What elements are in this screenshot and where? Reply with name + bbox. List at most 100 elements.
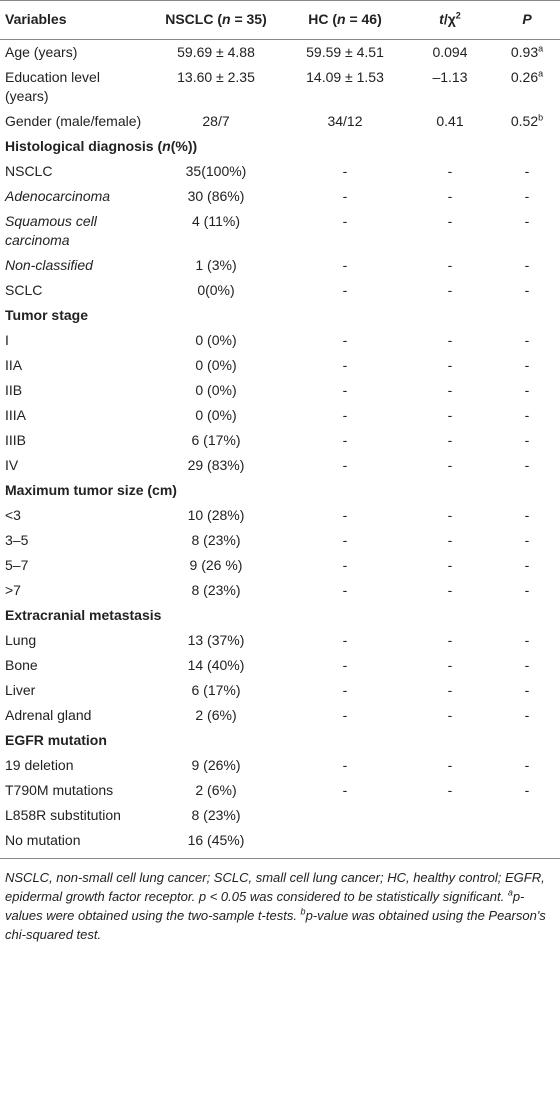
table-cell: 0 (0%) [148, 378, 284, 403]
table-cell: - [406, 428, 494, 453]
table-cell: 0.26a [494, 65, 560, 109]
table-cell: 10 (28%) [148, 503, 284, 528]
cell-text: 8 (23%) [191, 532, 241, 548]
cell-text: - [524, 382, 530, 398]
table-cell: SCLC [0, 278, 148, 303]
cell-text: 0.094 [432, 44, 468, 60]
cell-text: 9 (26%) [191, 757, 241, 773]
table-cell: 9 (26 %) [148, 553, 284, 578]
table-row: Squamous cell carcinoma 4 (11%) - - - [0, 209, 560, 253]
table-row: >7 8 (23%) - - - [0, 578, 560, 603]
cell-text: 2 (6%) [195, 782, 237, 798]
table-row: Non-classified 1 (3%) - - - [0, 253, 560, 278]
table-cell: Adenocarcinoma [0, 184, 148, 209]
cell-text: - [447, 457, 453, 473]
table-row: IIIB 6 (17%) - - - [0, 428, 560, 453]
footnote-text: p-values were obtained using the two-sam… [5, 889, 525, 923]
header-text: 2 [455, 10, 461, 21]
header-text: /χ [443, 11, 456, 27]
header-text: = 46) [345, 11, 382, 27]
cell-text: 59.69 ± 4.88 [177, 44, 255, 60]
cell-text: - [447, 382, 453, 398]
cell-text: Lung [5, 632, 37, 648]
table-cell: - [406, 209, 494, 253]
table-row: Histological diagnosis (n(%)) [0, 134, 560, 159]
cell-text: <3 [5, 507, 21, 523]
cell-text: - [524, 782, 530, 798]
cell-text: - [342, 382, 348, 398]
table-cell [406, 803, 494, 828]
cell-text: - [524, 357, 530, 373]
header-cell: P [494, 0, 560, 40]
cell-text: 14.09 ± 1.53 [306, 69, 384, 85]
table-cell: No mutation [0, 828, 148, 858]
cell-text: - [342, 213, 348, 229]
table-cell: <3 [0, 503, 148, 528]
header-cell: Variables [0, 0, 148, 40]
cell-text: 34/12 [327, 113, 363, 129]
table-cell: - [406, 578, 494, 603]
table-cell [284, 828, 406, 858]
cell-text: 5–7 [5, 557, 29, 573]
cell-text: - [524, 163, 530, 179]
cell-text: - [342, 682, 348, 698]
table-cell: - [494, 578, 560, 603]
table-cell: 4 (11%) [148, 209, 284, 253]
cell-text: - [524, 332, 530, 348]
table-cell: 1 (3%) [148, 253, 284, 278]
cell-text: - [447, 163, 453, 179]
table-cell: - [494, 653, 560, 678]
table-cell: - [494, 328, 560, 353]
table-cell: 34/12 [284, 109, 406, 134]
table-cell: - [406, 703, 494, 728]
table-cell: - [284, 378, 406, 403]
table-cell: - [406, 628, 494, 653]
cell-text: 30 (86%) [187, 188, 245, 204]
table-cell: - [406, 753, 494, 778]
cell-text: - [447, 632, 453, 648]
table-cell: - [284, 159, 406, 184]
cell-text: - [447, 682, 453, 698]
table-cell: –1.13 [406, 65, 494, 109]
cell-text: 29 (83%) [187, 457, 245, 473]
cell-text: - [342, 707, 348, 723]
table-row: No mutation 16 (45%) [0, 828, 560, 858]
table-cell: 2 (6%) [148, 703, 284, 728]
table-cell: 29 (83%) [148, 453, 284, 478]
cell-text: - [342, 782, 348, 798]
table-cell [494, 828, 560, 858]
cell-text: - [342, 163, 348, 179]
cell-text: - [524, 707, 530, 723]
cell-text: Extracranial metastasis [5, 607, 162, 623]
table-cell: - [406, 553, 494, 578]
cell-text: T790M mutations [5, 782, 114, 798]
table-cell: 0 (0%) [148, 353, 284, 378]
cell-text: 0 (0%) [195, 407, 237, 423]
table-cell: - [494, 528, 560, 553]
cell-text: - [447, 257, 453, 273]
table-cell: IIA [0, 353, 148, 378]
cell-text: 13.60 ± 2.35 [177, 69, 255, 85]
footnote: NSCLC, non-small cell lung cancer; SCLC,… [0, 858, 560, 944]
table-cell: - [406, 378, 494, 403]
footnote-text: NSCLC, non-small cell lung cancer; SCLC,… [5, 870, 545, 904]
table-body: Age (years) 59.69 ± 4.88 59.59 ± 4.51 0.094… [0, 40, 560, 859]
table-cell: - [284, 553, 406, 578]
header-text: t [439, 11, 444, 27]
header-row: Variables NSCLC (n = 35) HC (n = 46) t/χ… [0, 0, 560, 40]
cell-text: - [447, 757, 453, 773]
table-row: <3 10 (28%) - - - [0, 503, 560, 528]
cell-text: Education level (years) [5, 69, 100, 104]
cell-text: 14 (40%) [187, 657, 245, 673]
cell-text: I [5, 332, 9, 348]
table-row: Gender (male/female) 28/7 34/12 0.41 0.52b [0, 109, 560, 134]
table-cell: - [406, 403, 494, 428]
table-cell: Extracranial metastasis [0, 603, 560, 628]
table-cell: - [406, 503, 494, 528]
table-cell: 35(100%) [148, 159, 284, 184]
table-row: T790M mutations 2 (6%) - - - [0, 778, 560, 803]
table-cell: 0.93a [494, 40, 560, 66]
table-cell: - [284, 253, 406, 278]
table-row: Liver 6 (17%) - - - [0, 678, 560, 703]
cell-text: - [524, 507, 530, 523]
